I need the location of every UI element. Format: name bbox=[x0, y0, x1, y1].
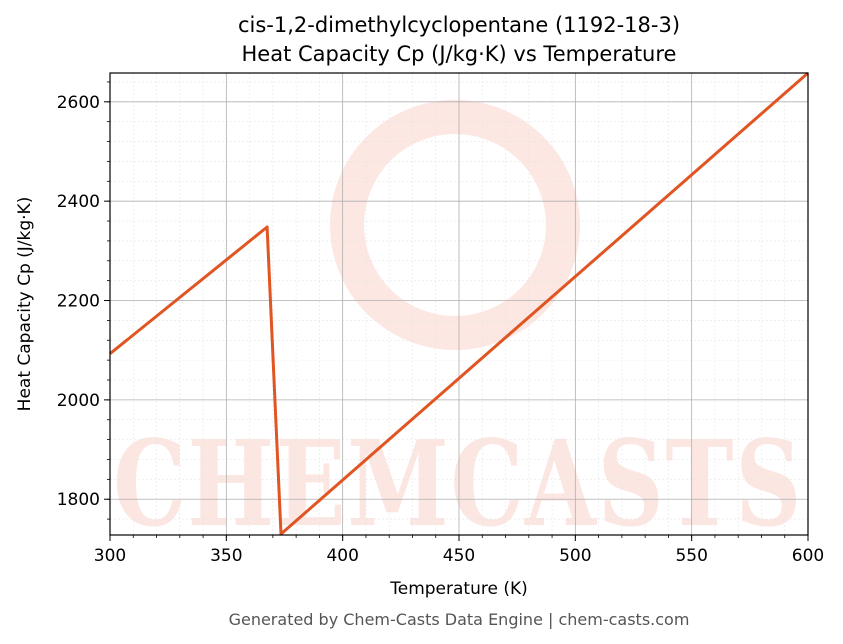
x-axis-label: Temperature (K) bbox=[389, 579, 528, 599]
x-tick-label: 400 bbox=[326, 546, 358, 566]
x-tick-label: 600 bbox=[792, 546, 824, 566]
footer-credit: Generated by Chem-Casts Data Engine | ch… bbox=[229, 610, 690, 629]
x-tick-label: 450 bbox=[443, 546, 475, 566]
watermark-swirl bbox=[330, 100, 580, 350]
y-tick-label: 2000 bbox=[57, 391, 100, 411]
series-line bbox=[109, 71, 809, 536]
watermark: CHEMCASTS bbox=[113, 100, 803, 553]
series-layer bbox=[109, 71, 809, 536]
ticks bbox=[104, 81, 809, 541]
watermark-text: CHEMCASTS bbox=[113, 414, 803, 553]
x-tick-label: 500 bbox=[559, 546, 591, 566]
x-tick-label: 550 bbox=[675, 546, 707, 566]
x-tick-label: 350 bbox=[210, 546, 242, 566]
y-tick-label: 2200 bbox=[57, 292, 100, 312]
x-tick-label: 300 bbox=[94, 546, 126, 566]
chart-title: cis-1,2-dimethylcyclopentane (1192-18-3) bbox=[238, 13, 680, 37]
y-tick-label: 2400 bbox=[57, 192, 100, 212]
y-axis-label: Heat Capacity Cp (J/kg·K) bbox=[15, 197, 35, 412]
y-tick-label: 2600 bbox=[57, 93, 100, 113]
x-tick-labels: 300 350 400 450 500 550 600 bbox=[94, 546, 824, 566]
chart-subtitle: Heat Capacity Cp (J/kg·K) vs Temperature bbox=[242, 42, 677, 66]
y-tick-label: 1800 bbox=[57, 490, 100, 510]
y-tick-labels: 1800 2000 2200 2400 2600 bbox=[57, 93, 100, 510]
